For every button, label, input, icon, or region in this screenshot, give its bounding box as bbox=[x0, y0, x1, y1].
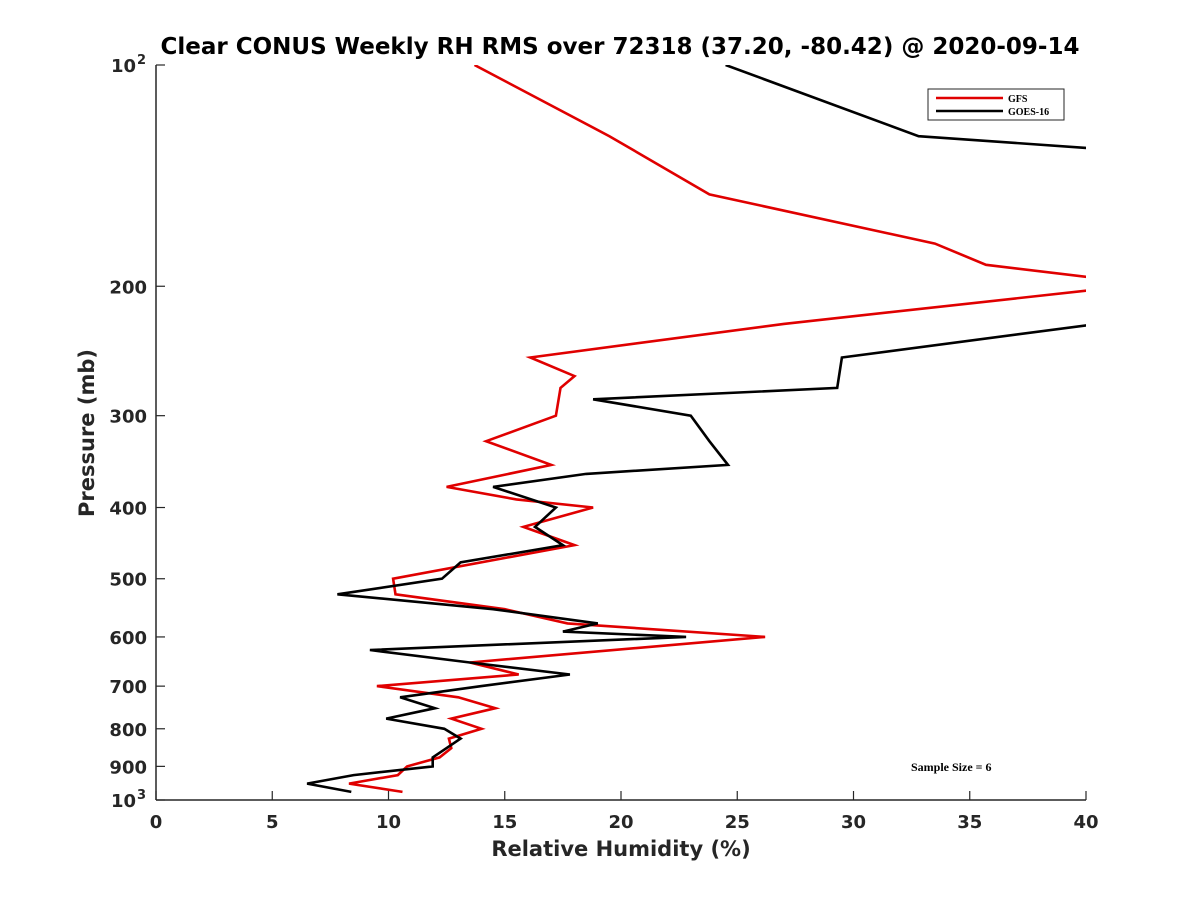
y-tick-exponent: 2 bbox=[137, 53, 146, 68]
series-line-gfs bbox=[348, 65, 1086, 794]
x-tick-label: 40 bbox=[1073, 812, 1098, 833]
x-tick-label: 20 bbox=[608, 812, 633, 833]
y-tick-label: 400 bbox=[109, 499, 147, 520]
legend-entry-label: GFS bbox=[1008, 94, 1028, 105]
y-tick-label: 200 bbox=[109, 277, 147, 298]
y-tick-label: 500 bbox=[109, 570, 147, 591]
x-tick-label: 30 bbox=[841, 812, 866, 833]
y-tick-label: 300 bbox=[109, 407, 147, 428]
x-axis-ticks: 0 5 10 15 20 25 30 35 40 bbox=[150, 791, 1099, 833]
legend: GFS GOES-16 bbox=[927, 88, 1065, 121]
y-tick-label: 800 bbox=[109, 720, 147, 741]
chart-title: Clear CONUS Weekly RH RMS over 72318 (37… bbox=[161, 34, 1080, 60]
y-axis-label: Pressure (mb) bbox=[75, 349, 99, 517]
y-tick-label: 700 bbox=[109, 677, 147, 698]
x-axis-label: Relative Humidity (%) bbox=[491, 837, 750, 861]
series-layer bbox=[306, 65, 1086, 794]
y-tick-label: 10 bbox=[111, 791, 136, 812]
x-tick-label: 35 bbox=[957, 812, 982, 833]
legend-box bbox=[927, 88, 1065, 121]
x-tick-label: 25 bbox=[725, 812, 750, 833]
y-tick-label: 900 bbox=[109, 757, 147, 778]
series-line-goes-16 bbox=[306, 65, 1086, 794]
x-tick-label: 0 bbox=[150, 812, 163, 833]
x-tick-label: 5 bbox=[266, 812, 279, 833]
y-tick-label: 10 bbox=[111, 56, 136, 77]
y-tick-exponent: 3 bbox=[137, 788, 146, 803]
x-tick-label: 10 bbox=[376, 812, 401, 833]
y-tick-label: 600 bbox=[109, 628, 147, 649]
x-tick-label: 15 bbox=[492, 812, 517, 833]
legend-entry-label: GOES-16 bbox=[1008, 107, 1049, 118]
sample-size-annotation: Sample Size = 6 bbox=[911, 760, 992, 774]
